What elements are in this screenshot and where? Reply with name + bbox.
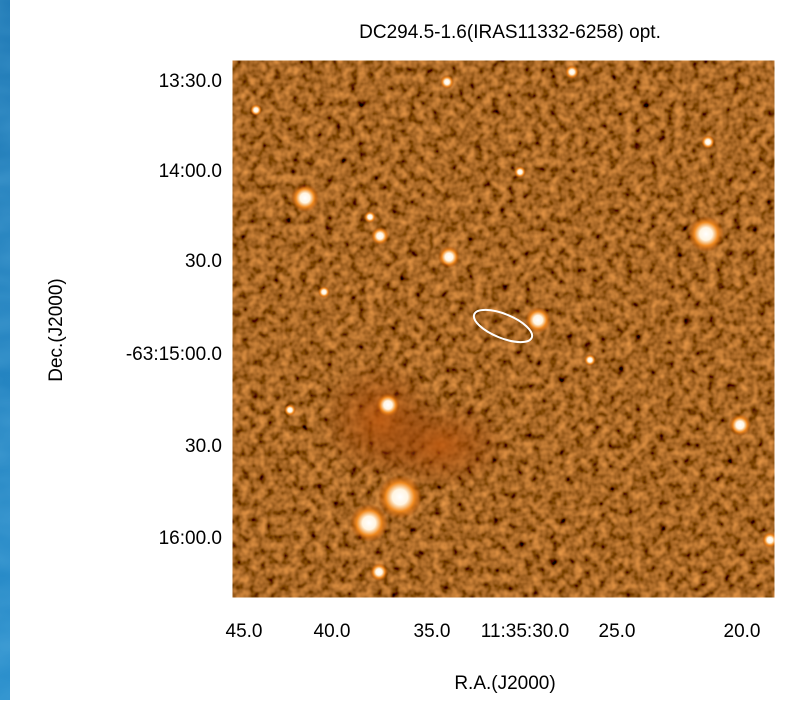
y-tick-label: 30.0 [185,251,222,272]
x-tick-labels: 45.0 40.0 35.0 11:35:30.0 25.0 20.0 [226,621,761,642]
figure-title: DC294.5-1.6(IRAS11332-6258) opt. [359,22,661,43]
x-tick-label: 11:35:30.0 [481,621,569,642]
y-axis-label: Dec.(J2000) [46,278,67,382]
y-tick-labels: 13:30.0 14:00.0 30.0 -63:15:00.0 30.0 16… [126,71,222,549]
y-tick-label: -63:15:00.0 [126,344,222,365]
x-axis-label: R.A.(J2000) [454,673,555,694]
x-tick-label: 40.0 [314,621,351,642]
y-tick-label: 14:00.0 [159,161,222,182]
y-tick-label: 30.0 [185,436,222,457]
y-tick-label: 16:00.0 [159,528,222,549]
image-frame [231,59,776,599]
x-tick-label: 20.0 [724,621,761,642]
x-tick-label: 45.0 [226,621,263,642]
y-tick-label: 13:30.0 [159,71,222,92]
sky-image [232,60,775,598]
x-tick-label: 25.0 [599,621,636,642]
x-tick-label: 35.0 [414,621,451,642]
